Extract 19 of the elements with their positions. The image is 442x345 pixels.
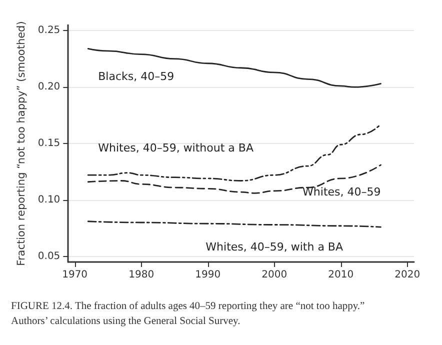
series-label: Whites, 40–59 (302, 185, 381, 198)
x-tick-label: 1980 (128, 270, 154, 280)
line-series (87, 124, 382, 182)
x-tick-label: 1990 (195, 270, 221, 280)
x-tick-label: 2000 (262, 270, 288, 280)
x-tick-label: 1970 (62, 270, 88, 280)
y-tick-label: 0.10 (38, 194, 60, 206)
y-axis-title: Fraction reporting “not too happy” (smoothed) (16, 21, 28, 266)
series-label: Whites, 40–59, with a BA (206, 240, 344, 254)
line-series (87, 48, 382, 88)
y-tick-label: 0.20 (38, 82, 60, 93)
caption: FIGURE 12.4. The fraction of adults ages 40–59 reporting they are “not too happy.” Authors’ calculations using the General Social Survey. (11, 301, 368, 327)
series-label: Blacks, 40–59 (98, 70, 174, 84)
y-tick-label: 0.15 (38, 138, 60, 149)
x-tick-label: 2020 (394, 270, 420, 280)
x-tick-label: 2010 (328, 270, 354, 280)
y-tick-label: 0.05 (38, 250, 60, 262)
y-tick-label: 0.25 (38, 25, 60, 36)
series-label: Whites, 40–59, without a BA (98, 142, 254, 155)
